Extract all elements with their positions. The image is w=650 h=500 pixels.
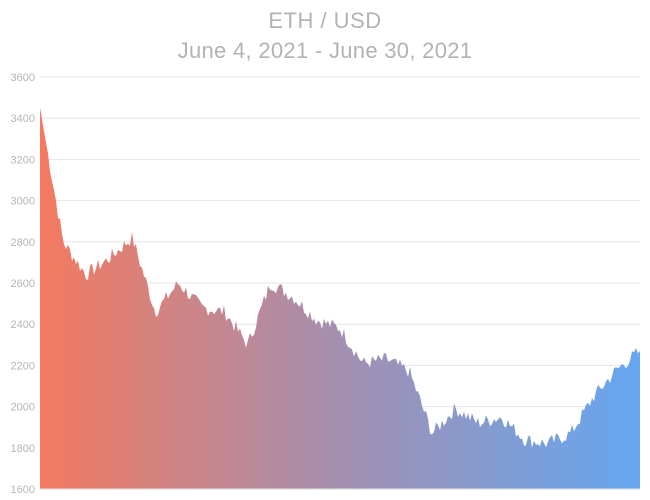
y-tick-label: 3200 bbox=[11, 154, 35, 166]
y-tick-label: 3600 bbox=[11, 72, 35, 84]
y-tick-label: 1800 bbox=[11, 443, 35, 455]
y-tick-label: 2600 bbox=[11, 278, 35, 290]
area-layer bbox=[40, 107, 640, 490]
y-tick-label: 3000 bbox=[11, 196, 35, 208]
price-area bbox=[40, 107, 640, 490]
y-tick-label: 3400 bbox=[11, 113, 35, 125]
y-tick-label: 2000 bbox=[11, 402, 35, 414]
y-axis: 3600 3400 3200 3000 2800 2600 2400 2200 2000 1800… bbox=[11, 72, 35, 496]
y-tick-label: 2400 bbox=[11, 319, 35, 331]
chart-subtitle: June 4, 2021 - June 30, 2021 bbox=[177, 38, 473, 63]
chart-title: ETH / USD bbox=[268, 8, 382, 33]
y-tick-label: 2200 bbox=[11, 360, 35, 372]
y-tick-label: 2800 bbox=[11, 237, 35, 249]
y-tick-label: 1600 bbox=[11, 484, 35, 496]
